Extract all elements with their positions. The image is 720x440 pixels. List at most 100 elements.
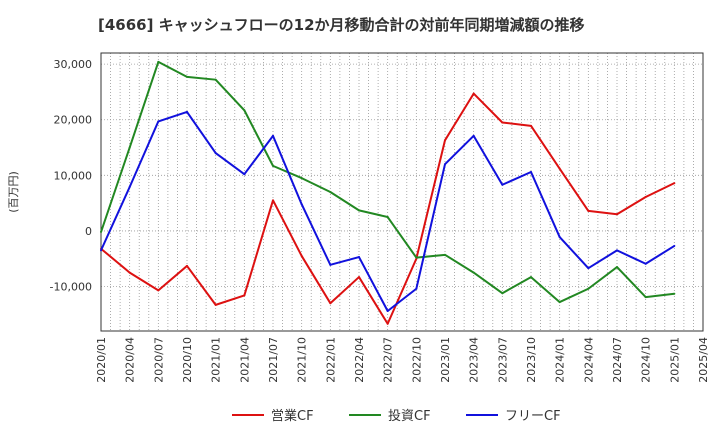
series-2-point — [157, 120, 160, 123]
series-1-point — [558, 301, 561, 304]
series-1-point — [329, 191, 332, 193]
legend-label-1: 投資CF — [388, 408, 431, 424]
series-1-point — [444, 253, 446, 256]
series-2-point — [530, 170, 532, 173]
x-tick-label: 2024/07 — [611, 337, 624, 383]
series-2-point — [186, 110, 188, 113]
series-0-point — [214, 303, 217, 306]
series-0-point — [329, 302, 332, 305]
series-2-point — [587, 267, 590, 270]
series-1-point — [157, 60, 160, 63]
series-0-point — [472, 92, 475, 95]
x-tick-label: 2024/10 — [640, 337, 653, 383]
series-0-point — [444, 139, 446, 142]
chart-title: [4666] キャッシュフローの12か月移動合計の対前年同期増減額の推移 — [98, 16, 585, 34]
series-0-point — [386, 322, 389, 325]
series-2-point — [329, 263, 332, 266]
series-2-point — [300, 203, 303, 206]
x-tick-label: 2024/04 — [582, 337, 595, 383]
x-tick-label: 2022/04 — [353, 337, 366, 383]
series-2-point — [358, 256, 360, 259]
series-1-point — [644, 296, 647, 299]
series-1-point — [186, 75, 188, 78]
series-0-point — [243, 294, 246, 297]
series-0-point — [673, 182, 676, 185]
x-tick-label: 2023/01 — [439, 337, 452, 383]
series-2-point — [558, 236, 561, 239]
x-tick-label: 2022/10 — [410, 337, 423, 383]
y-axis-title: (百万円) — [7, 171, 20, 213]
plot-frame — [100, 52, 704, 332]
series-0-point — [616, 213, 618, 216]
series-2-point — [243, 173, 246, 176]
series-0-point — [186, 264, 188, 267]
series-1-point — [415, 256, 418, 259]
series-0-point — [272, 199, 274, 202]
x-tick-label: 2025/04 — [697, 337, 710, 383]
series-1-point — [472, 271, 475, 274]
series-2-point — [472, 134, 475, 137]
axis-layer: -10,000 0 10,000 20,000 30,000 2020/01 2020/04… — [50, 58, 710, 383]
x-tick-label: 2021/04 — [238, 337, 251, 383]
legend-label-2: フリーCF — [505, 409, 561, 424]
x-tick-label: 2021/10 — [296, 337, 309, 383]
x-tick-label: 2023/04 — [468, 337, 481, 383]
x-tick-label: 2020/01 — [95, 337, 108, 383]
legend: 営業CF 投資CF フリーCF — [232, 408, 561, 424]
series-1-point — [300, 177, 303, 180]
y-tick-label: 10,000 — [54, 169, 93, 182]
x-tick-label: 2020/10 — [181, 337, 194, 383]
grid-layer — [101, 53, 703, 331]
series-1-point — [530, 276, 532, 279]
series-0-point — [128, 271, 131, 274]
series-2-point — [214, 152, 217, 155]
series-1-point — [358, 209, 360, 212]
x-tick-label: 2022/07 — [382, 337, 395, 383]
series-1-point — [386, 216, 389, 219]
series-2-point — [272, 134, 274, 137]
y-tick-label: -10,000 — [50, 281, 92, 294]
series-2-point — [100, 249, 102, 252]
series-1-point — [100, 231, 102, 234]
series-1-point — [501, 292, 504, 295]
series-2-point — [128, 185, 131, 188]
series-0-point — [644, 196, 647, 199]
y-tick-label: 20,000 — [54, 114, 93, 127]
legend-label-0: 営業CF — [271, 408, 314, 424]
x-tick-label: 2021/07 — [267, 337, 280, 383]
series-0-point — [587, 209, 590, 212]
series-1-point — [616, 266, 618, 269]
series-0-point — [501, 121, 504, 124]
series-layer — [100, 60, 676, 325]
x-tick-label: 2020/04 — [124, 337, 137, 383]
series-0-point — [157, 289, 160, 292]
x-tick-label: 2022/01 — [324, 337, 337, 383]
series-0-point — [358, 276, 360, 279]
series-0-point — [558, 167, 561, 170]
x-tick-label: 2020/07 — [152, 337, 165, 383]
x-tick-label: 2021/01 — [210, 337, 223, 383]
series-2-point — [616, 249, 618, 252]
series-1-point — [243, 109, 246, 112]
series-1-point — [272, 164, 274, 167]
x-tick-label: 2024/01 — [554, 337, 567, 383]
series-2-point — [415, 287, 418, 290]
y-tick-label: 0 — [85, 225, 92, 238]
series-1-point — [214, 78, 217, 81]
series-2-point — [386, 309, 389, 312]
series-2-point — [673, 244, 676, 247]
series-2-point — [501, 183, 504, 186]
x-tick-label: 2023/07 — [496, 337, 509, 383]
series-0-point — [300, 254, 303, 257]
series-1-point — [673, 292, 676, 295]
y-tick-label: 30,000 — [54, 58, 93, 71]
series-2-point — [644, 262, 647, 265]
x-tick-label: 2025/01 — [668, 337, 681, 383]
series-1-point — [587, 287, 590, 290]
series-2-point — [444, 163, 446, 166]
series-0-point — [530, 124, 532, 127]
x-tick-label: 2023/10 — [525, 337, 538, 383]
series-1-point — [128, 146, 131, 149]
